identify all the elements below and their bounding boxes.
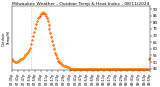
Title: Milwaukee Weather - Outdoor Temp & Heat Index - 08/11/2024: Milwaukee Weather - Outdoor Temp & Heat … [12, 2, 150, 6]
Y-axis label: Outdoor
Temp/HI: Outdoor Temp/HI [2, 31, 11, 46]
